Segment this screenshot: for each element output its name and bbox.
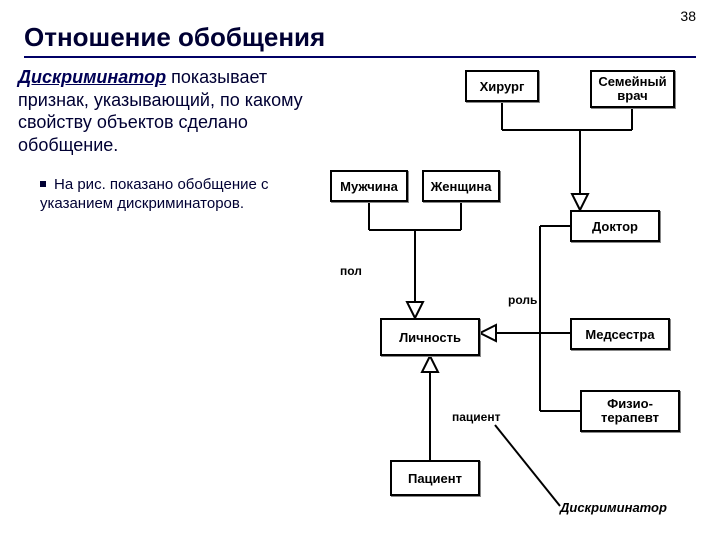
label-role: роль — [508, 293, 537, 307]
uml-diagram: Мужчина Женщина Хирург Семейный врач Док… — [290, 70, 710, 530]
page-title: Отношение обобщения — [24, 22, 325, 53]
node-man: Мужчина — [330, 170, 408, 202]
node-nurse: Медсестра — [570, 318, 670, 350]
node-famdoc: Семейный врач — [590, 70, 675, 108]
discriminator-term: Дискриминатор — [18, 67, 166, 87]
bullet-text: На рис. показано обобщение с указанием д… — [40, 176, 269, 212]
diagram-edges — [290, 70, 710, 530]
bullet-marker — [40, 181, 46, 187]
node-patient: Пациент — [390, 460, 480, 496]
bullet-item: На рис. показано обобщение с указанием д… — [40, 176, 320, 214]
page-number: 38 — [680, 8, 696, 24]
node-woman: Женщина — [422, 170, 500, 202]
body-paragraph: Дискриминатор показывает признак, указыв… — [18, 66, 318, 156]
label-gender: пол — [340, 264, 362, 278]
node-physio: Физио-терапевт — [580, 390, 680, 432]
node-doctor: Доктор — [570, 210, 660, 242]
title-rule — [24, 56, 696, 58]
discriminator-caption: Дискриминатор — [560, 500, 667, 515]
node-surgeon: Хирург — [465, 70, 539, 102]
label-patient: пациент — [452, 410, 500, 424]
node-person: Личность — [380, 318, 480, 356]
